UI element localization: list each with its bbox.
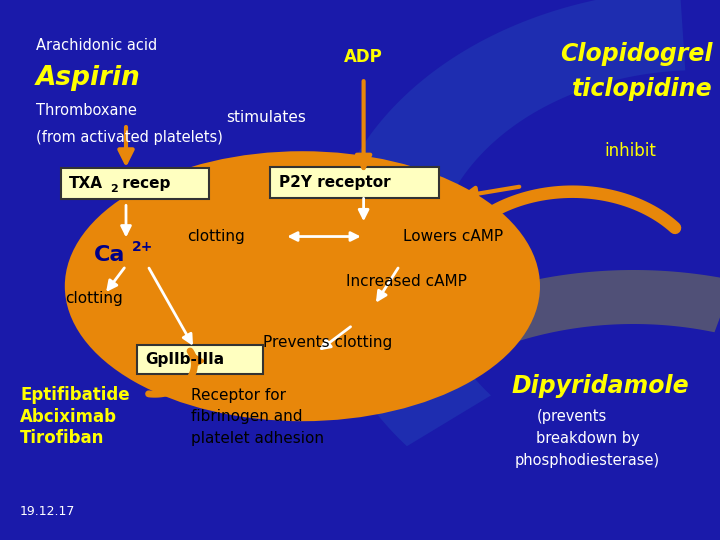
Text: clotting: clotting <box>65 291 122 306</box>
Text: Dipyridamole: Dipyridamole <box>511 374 689 398</box>
Text: fibrinogen and: fibrinogen and <box>191 409 302 424</box>
Text: clotting: clotting <box>187 229 245 244</box>
Text: Arachidonic acid: Arachidonic acid <box>36 38 157 53</box>
Text: recep: recep <box>117 176 171 191</box>
Text: stimulates: stimulates <box>227 110 306 125</box>
Text: Aspirin: Aspirin <box>36 65 140 91</box>
Ellipse shape <box>65 151 540 421</box>
Text: platelet adhesion: platelet adhesion <box>191 431 324 446</box>
Text: Receptor for: Receptor for <box>191 388 286 403</box>
Text: 2+: 2+ <box>132 240 153 254</box>
Text: Increased cAMP: Increased cAMP <box>346 274 467 289</box>
Text: GpIIb-IIIa: GpIIb-IIIa <box>145 352 225 367</box>
Text: breakdown by: breakdown by <box>536 431 640 446</box>
Text: ADP: ADP <box>344 48 383 66</box>
Text: Ca: Ca <box>94 245 125 265</box>
FancyBboxPatch shape <box>61 168 209 199</box>
Text: TXA: TXA <box>68 176 102 191</box>
Text: inhibit: inhibit <box>605 142 657 160</box>
Polygon shape <box>324 0 685 446</box>
Text: Clopidogrel: Clopidogrel <box>560 42 713 66</box>
Text: 19.12.17: 19.12.17 <box>20 505 76 518</box>
Text: phosphodiesterase): phosphodiesterase) <box>515 453 660 468</box>
FancyBboxPatch shape <box>137 345 263 374</box>
Text: Prevents clotting: Prevents clotting <box>263 335 392 350</box>
Text: Thromboxane: Thromboxane <box>36 103 137 118</box>
Text: Abciximab: Abciximab <box>20 408 117 426</box>
Text: ticlopidine: ticlopidine <box>572 77 713 101</box>
Text: (from activated platelets): (from activated platelets) <box>36 130 223 145</box>
Text: (prevents: (prevents <box>536 409 607 424</box>
Text: P2Y receptor: P2Y receptor <box>279 175 391 190</box>
Text: Lowers cAMP: Lowers cAMP <box>403 229 503 244</box>
Text: 2: 2 <box>110 184 118 194</box>
Text: Tirofiban: Tirofiban <box>20 429 104 448</box>
Text: Eptifibatide: Eptifibatide <box>20 386 130 404</box>
FancyBboxPatch shape <box>270 167 439 198</box>
Polygon shape <box>345 270 720 406</box>
